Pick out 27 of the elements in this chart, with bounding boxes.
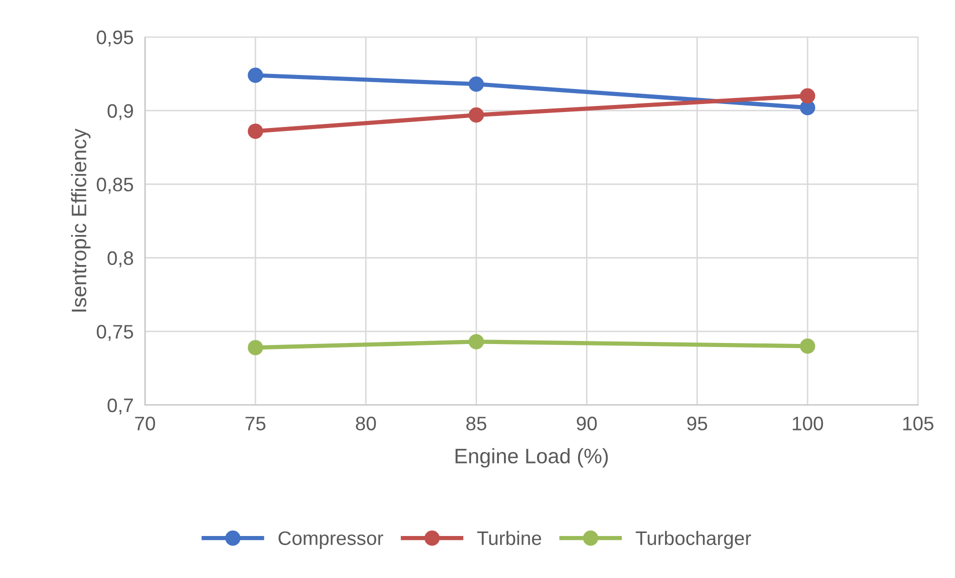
point: [468, 76, 484, 92]
y-tick-label: 0,9: [108, 104, 133, 120]
y-tick-label: 0,95: [96, 30, 134, 47]
legend-label: Compressor: [278, 531, 384, 549]
legend-label: Turbocharger: [636, 530, 751, 549]
legend-label: Turbine: [477, 530, 542, 546]
y-axis-title: Isentropic Efficiency: [71, 128, 90, 312]
x-tick-label: 80: [356, 416, 376, 430]
x-tick-label: 70: [135, 416, 156, 430]
x-tick-label: 95: [687, 416, 708, 430]
y-tick-label: 0,85: [96, 178, 134, 194]
y-tick-label: 0,7: [108, 398, 133, 415]
x-tick-label: 85: [466, 416, 486, 430]
point: [248, 340, 264, 356]
point: [248, 124, 264, 139]
x-tick-label: 100: [792, 416, 824, 430]
x-axis-title: Engine Load (%): [456, 448, 608, 468]
point: [800, 338, 816, 354]
point: [248, 68, 264, 83]
point: [468, 334, 484, 350]
point: [800, 88, 816, 104]
x-tick-label: 105: [903, 416, 934, 430]
x-tick-label: 75: [246, 416, 266, 430]
point: [468, 107, 484, 123]
y-tick-label: 0,75: [96, 324, 134, 341]
x-tick-label: 90: [576, 416, 597, 430]
y-tick-label: 0,8: [108, 251, 134, 268]
